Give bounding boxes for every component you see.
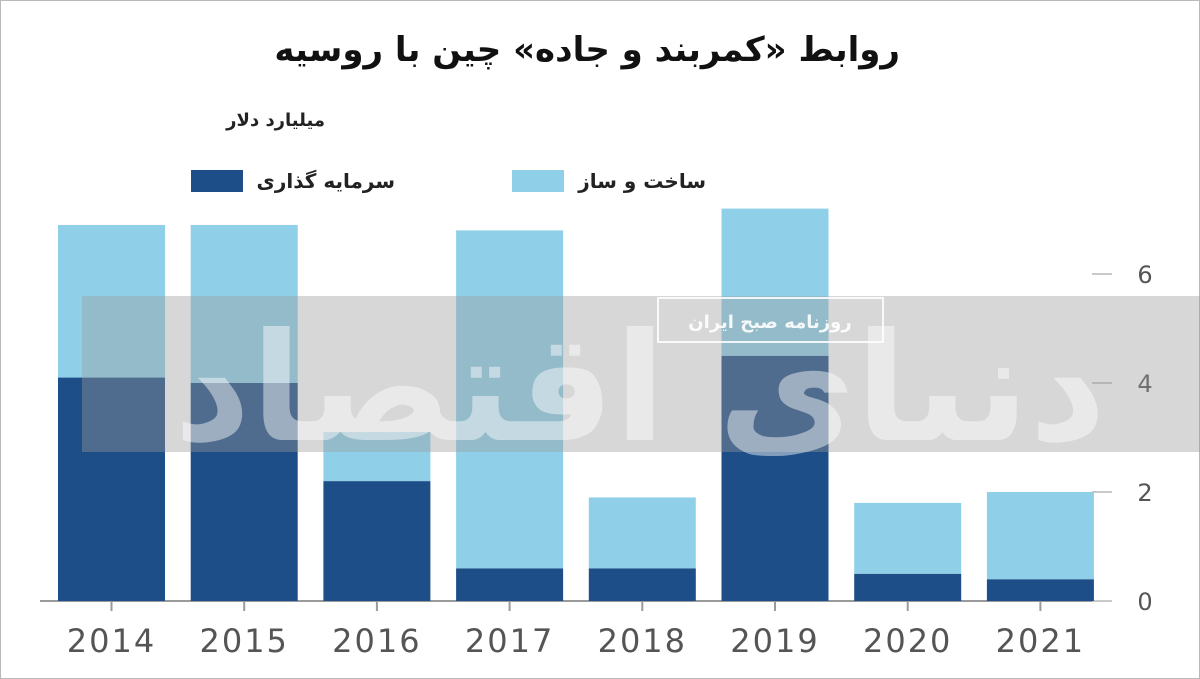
legend-label-construction: ساخت و ساز (578, 169, 706, 193)
y-tick-label: 0 (1137, 588, 1152, 616)
bar-investment-2018 (588, 568, 696, 601)
legend-label-investment: سرمایه گذاری (256, 169, 396, 193)
legend-item-construction: ساخت و ساز (512, 166, 706, 196)
legend-swatch-investment (190, 170, 243, 192)
y-axis-unit-label: میلیارد دلار (226, 110, 325, 131)
x-tick-label-2018: 2018 (598, 622, 687, 660)
bar-investment-2015 (190, 383, 298, 601)
watermark-logo-text: دنیای اقتصاد (174, 302, 1107, 476)
y-tick-label: 4 (1137, 370, 1152, 398)
bar-construction-2018 (588, 497, 696, 569)
x-tick-label-2019: 2019 (730, 622, 819, 660)
watermark-band (82, 296, 1200, 452)
bar-investment-2019 (721, 355, 829, 601)
bar-investment-2020 (854, 573, 962, 601)
y-tick-label: 6 (1137, 261, 1152, 289)
legend-item-investment: سرمایه گذاری (190, 166, 396, 196)
bar-investment-2016 (323, 481, 431, 601)
x-tick-label-2017: 2017 (465, 622, 554, 660)
bar-investment-2021 (986, 579, 1094, 601)
x-tick-label-2021: 2021 (996, 622, 1085, 660)
bar-investment-2017 (456, 568, 564, 601)
bar-construction-2015 (190, 224, 298, 383)
bar-construction-2020 (854, 502, 962, 574)
x-tick-label-2016: 2016 (332, 622, 421, 660)
bar-investment-2014 (58, 377, 165, 601)
x-tick-label-2020: 2020 (863, 622, 952, 660)
x-tick-label-2015: 2015 (199, 622, 288, 660)
bar-construction-2014 (58, 224, 165, 378)
bar-construction-2021 (986, 492, 1094, 580)
bar-construction-2017 (456, 230, 564, 569)
x-tick-label-2014: 2014 (67, 622, 156, 660)
bar-construction-2016 (323, 432, 431, 482)
watermark-stamp-text: روزنامه صبح ایران (688, 312, 851, 333)
y-tick-label: 2 (1137, 479, 1152, 507)
watermark-stamp-border (657, 297, 884, 343)
chart-title: روابط «کمربند و جاده» چین با روسیه (274, 30, 900, 70)
legend-swatch-construction (512, 170, 565, 192)
bar-construction-2019 (721, 208, 829, 356)
